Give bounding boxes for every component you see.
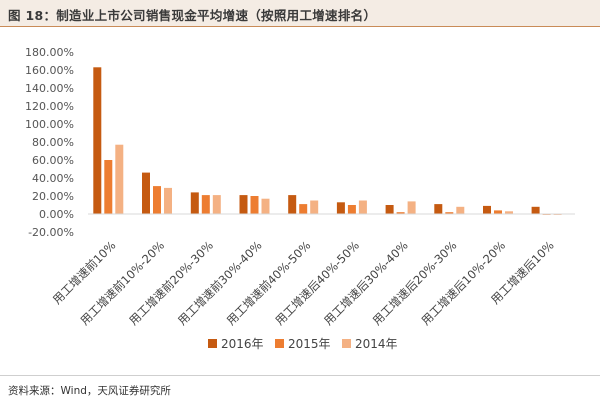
bar-2015年-用工增速前20%-30%	[201, 195, 210, 214]
bar-2016年-用工增速后10%-20%	[483, 205, 491, 214]
bar-chart: -20.00% 0.00% 20.00% 40.00% 60.00% 80.00% 100.…	[25, 46, 575, 351]
x-category-label: 用工增速前20%-30%	[126, 238, 216, 328]
legend-swatch-2016年	[208, 339, 217, 348]
legend: 2016年 2015年 2014年	[208, 337, 398, 351]
y-tick-label: 100.00%	[25, 118, 74, 131]
y-tick-label: 0.00%	[39, 208, 74, 221]
source-note: 资料来源：Wind，天风证券研究所	[8, 385, 171, 397]
y-tick-label: 180.00%	[25, 46, 74, 59]
y-tick-label: 140.00%	[25, 82, 74, 95]
legend-label: 2015年	[288, 337, 331, 351]
x-category-label: 用工增速前10%-20%	[77, 238, 167, 328]
legend-swatch-2015年	[275, 339, 284, 348]
y-tick-label: 20.00%	[32, 190, 74, 203]
bar-2014年-用工增速前10%	[115, 144, 124, 214]
footer-divider	[0, 375, 600, 376]
bar-2016年-用工增速后30%-40%	[385, 205, 394, 214]
y-tick-label: 80.00%	[32, 136, 74, 149]
bar-2014年-用工增速后40%-50%	[358, 200, 367, 214]
bar-2016年-用工增速前10%-20%	[142, 172, 150, 214]
legend-swatch-2014年	[342, 339, 351, 348]
y-tick-label: 60.00%	[32, 154, 74, 167]
bar-2015年-用工增速后40%-50%	[347, 205, 356, 214]
x-category-label: 用工增速后20%-30%	[370, 238, 460, 328]
bar-2014年-用工增速前30%-40%	[261, 198, 270, 214]
x-category-label: 用工增速后10%-20%	[418, 238, 508, 328]
bar-2015年-用工增速前10%-20%	[153, 186, 161, 214]
x-category-label: 用工增速后30%-40%	[321, 238, 411, 328]
chart-title: 图 18：制造业上市公司销售现金平均增速（按照用工增速排名）	[8, 8, 377, 23]
y-tick-label: 40.00%	[32, 172, 74, 185]
bar-2016年-用工增速前10%	[93, 67, 102, 214]
legend-label: 2016年	[221, 337, 264, 351]
bar-2014年-用工增速前10%-20%	[164, 187, 172, 214]
x-axis: 用工增速前10%用工增速前10%-20%用工增速前20%-30%用工增速前30%…	[50, 213, 575, 328]
bar-2014年-用工增速前40%-50%	[310, 200, 319, 214]
bar-2016年-用工增速前30%-40%	[239, 195, 248, 214]
y-tick-label: -20.00%	[28, 226, 74, 239]
bar-2014年-用工增速后10%-20%	[505, 211, 513, 214]
title-divider	[0, 26, 600, 27]
title-bar	[0, 0, 600, 26]
bar-2015年-用工增速后10%-20%	[494, 210, 502, 214]
bar-2015年-用工增速前30%-40%	[250, 196, 259, 214]
bar-2016年-用工增速后20%-30%	[434, 204, 443, 214]
bars	[93, 67, 562, 215]
legend-label: 2014年	[355, 337, 398, 351]
bar-2014年-用工增速后20%-30%	[456, 206, 465, 214]
y-axis: -20.00% 0.00% 20.00% 40.00% 60.00% 80.00% 100.…	[25, 46, 74, 239]
x-category-label: 用工增速后40%-50%	[272, 238, 362, 328]
bar-2015年-用工增速后30%-40%	[396, 212, 405, 214]
bar-2016年-用工增速前20%-30%	[190, 192, 199, 214]
bar-2015年-用工增速后20%-30%	[445, 212, 454, 214]
bar-2014年-用工增速前20%-30%	[212, 195, 221, 214]
bar-2016年-用工增速前40%-50%	[288, 195, 297, 214]
bar-2015年-用工增速前10%	[104, 160, 113, 214]
bar-2016年-用工增速后40%-50%	[336, 202, 345, 214]
x-category-label: 用工增速前30%-40%	[175, 238, 265, 328]
bar-2015年-用工增速前40%-50%	[299, 204, 308, 214]
bar-2016年-用工增速后10%	[531, 206, 540, 214]
bar-2014年-用工增速后30%-40%	[407, 201, 416, 214]
y-tick-label: 160.00%	[25, 64, 74, 77]
x-category-label: 用工增速前40%-50%	[224, 238, 314, 328]
y-tick-label: 120.00%	[25, 100, 74, 113]
